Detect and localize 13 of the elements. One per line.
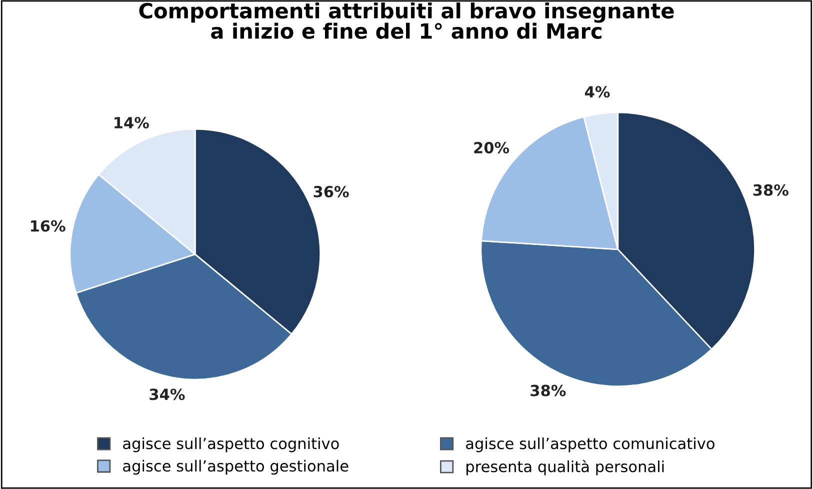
legend-label: agisce sull’aspetto comunicativo [466, 437, 714, 452]
data-label: 20% [474, 142, 510, 154]
data-label: 38% [530, 384, 566, 396]
data-label: 16% [31, 220, 66, 232]
chart-title: Comportamenti attribuiti al bravo insegnante a inizio e fine del 1° anno di Marc [139, 2, 674, 39]
data-label: 38% [753, 184, 788, 196]
legend-label: agisce sull’aspetto gestionale [123, 460, 348, 475]
data-label: 4% [585, 86, 610, 98]
legend-label: agisce sull’aspetto cognitivo [123, 437, 339, 452]
data-label: 14% [114, 116, 149, 128]
data-label: 34% [150, 388, 185, 400]
data-label: 36% [314, 186, 349, 198]
legend-label: presenta qualità personali [466, 460, 664, 476]
